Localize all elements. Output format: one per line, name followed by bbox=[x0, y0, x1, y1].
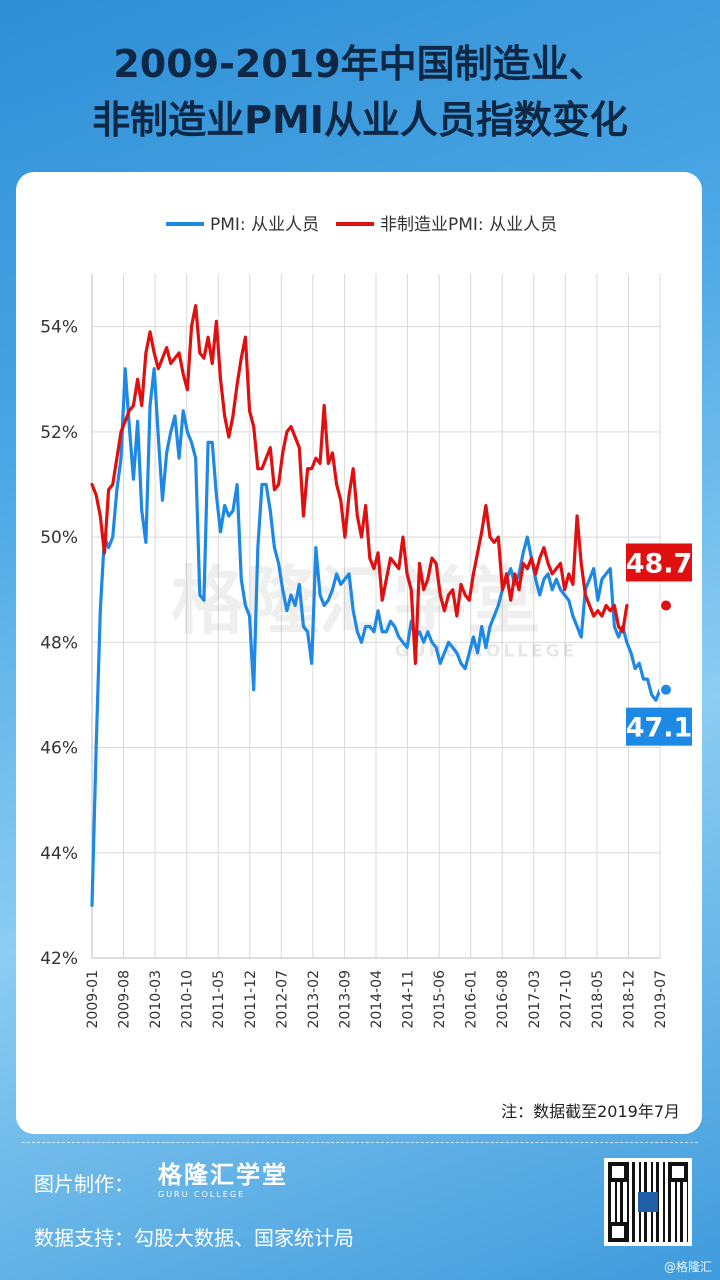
x-tick-label: 2015-06 bbox=[432, 970, 448, 1029]
y-tick-label: 46% bbox=[40, 739, 78, 759]
data-source: 数据支持：勾股大数据、国家统计局 bbox=[34, 1226, 354, 1250]
y-tick-label: 44% bbox=[40, 844, 78, 864]
legend-label-0: PMI: 从业人员 bbox=[210, 215, 319, 235]
legend-label-1: 非制造业PMI: 从业人员 bbox=[380, 215, 557, 235]
x-tick-label: 2009-08 bbox=[117, 970, 133, 1029]
end-value-label-0: 47.1 bbox=[626, 713, 693, 744]
x-tick-label: 2019-07 bbox=[653, 970, 669, 1029]
y-tick-label: 42% bbox=[40, 949, 78, 969]
corner-watermark: @格隆汇 bbox=[663, 1260, 712, 1274]
x-tick-label: 2016-08 bbox=[495, 970, 511, 1029]
y-tick-label: 54% bbox=[40, 318, 78, 338]
x-tick-label: 2017-10 bbox=[558, 970, 574, 1029]
x-tick-label: 2014-04 bbox=[369, 970, 385, 1029]
x-tick-label: 2018-05 bbox=[590, 970, 606, 1029]
made-by-label: 图片制作： bbox=[34, 1172, 134, 1196]
data-note: 注：数据截至2019年7月 bbox=[501, 1102, 680, 1121]
x-tick-label: 2010-03 bbox=[148, 970, 164, 1029]
x-tick-label: 2010-10 bbox=[180, 970, 196, 1029]
end-point-0 bbox=[659, 682, 673, 697]
end-value-badge-0 bbox=[626, 707, 692, 746]
x-tick-label: 2009-01 bbox=[85, 970, 101, 1029]
brand-logo: 格隆汇学堂 GURU COLLEGE bbox=[158, 1160, 288, 1200]
x-tick-label: 2017-03 bbox=[527, 970, 543, 1029]
chart-card: 2009-01 2009-08 2010-03 2010-10 2011-05 2011-… bbox=[16, 172, 702, 1134]
end-value-badge-1 bbox=[626, 543, 692, 582]
brand-subtitle: GURU COLLEGE bbox=[158, 1190, 246, 1199]
line-chart: 2009-01 2009-08 2010-03 2010-10 2011-05 2011-… bbox=[40, 215, 693, 1029]
title-line-1: 2009-2019年中国制造业、 bbox=[113, 42, 607, 86]
x-tick-label: 2014-11 bbox=[401, 970, 417, 1029]
qr-logo-icon bbox=[638, 1192, 658, 1212]
x-tick-label: 2011-05 bbox=[211, 970, 227, 1029]
x-tick-label: 2012-07 bbox=[274, 970, 290, 1029]
brand-name: 格隆汇学堂 bbox=[158, 1161, 288, 1189]
end-point-1 bbox=[659, 598, 673, 613]
y-tick-label: 48% bbox=[40, 633, 78, 653]
qr-code bbox=[604, 1158, 692, 1246]
end-value-label-1: 48.7 bbox=[626, 548, 693, 579]
y-tick-label: 52% bbox=[40, 423, 78, 443]
x-tick-label: 2011-12 bbox=[243, 970, 259, 1029]
title-line-2: 非制造业PMI从业人员指数变化 bbox=[92, 98, 628, 142]
y-tick-label: 50% bbox=[40, 528, 78, 548]
series-line-0 bbox=[90, 367, 662, 907]
x-tick-label: 2016-01 bbox=[464, 970, 480, 1029]
x-tick-label: 2018-12 bbox=[621, 970, 637, 1029]
series-line-1 bbox=[90, 303, 629, 665]
footer-divider bbox=[22, 1142, 698, 1143]
x-tick-label: 2013-02 bbox=[306, 970, 322, 1029]
x-tick-label: 2013-09 bbox=[337, 970, 353, 1029]
page-title: 2009-2019年中国制造业、 非制造业PMI从业人员指数变化 bbox=[0, 36, 720, 148]
